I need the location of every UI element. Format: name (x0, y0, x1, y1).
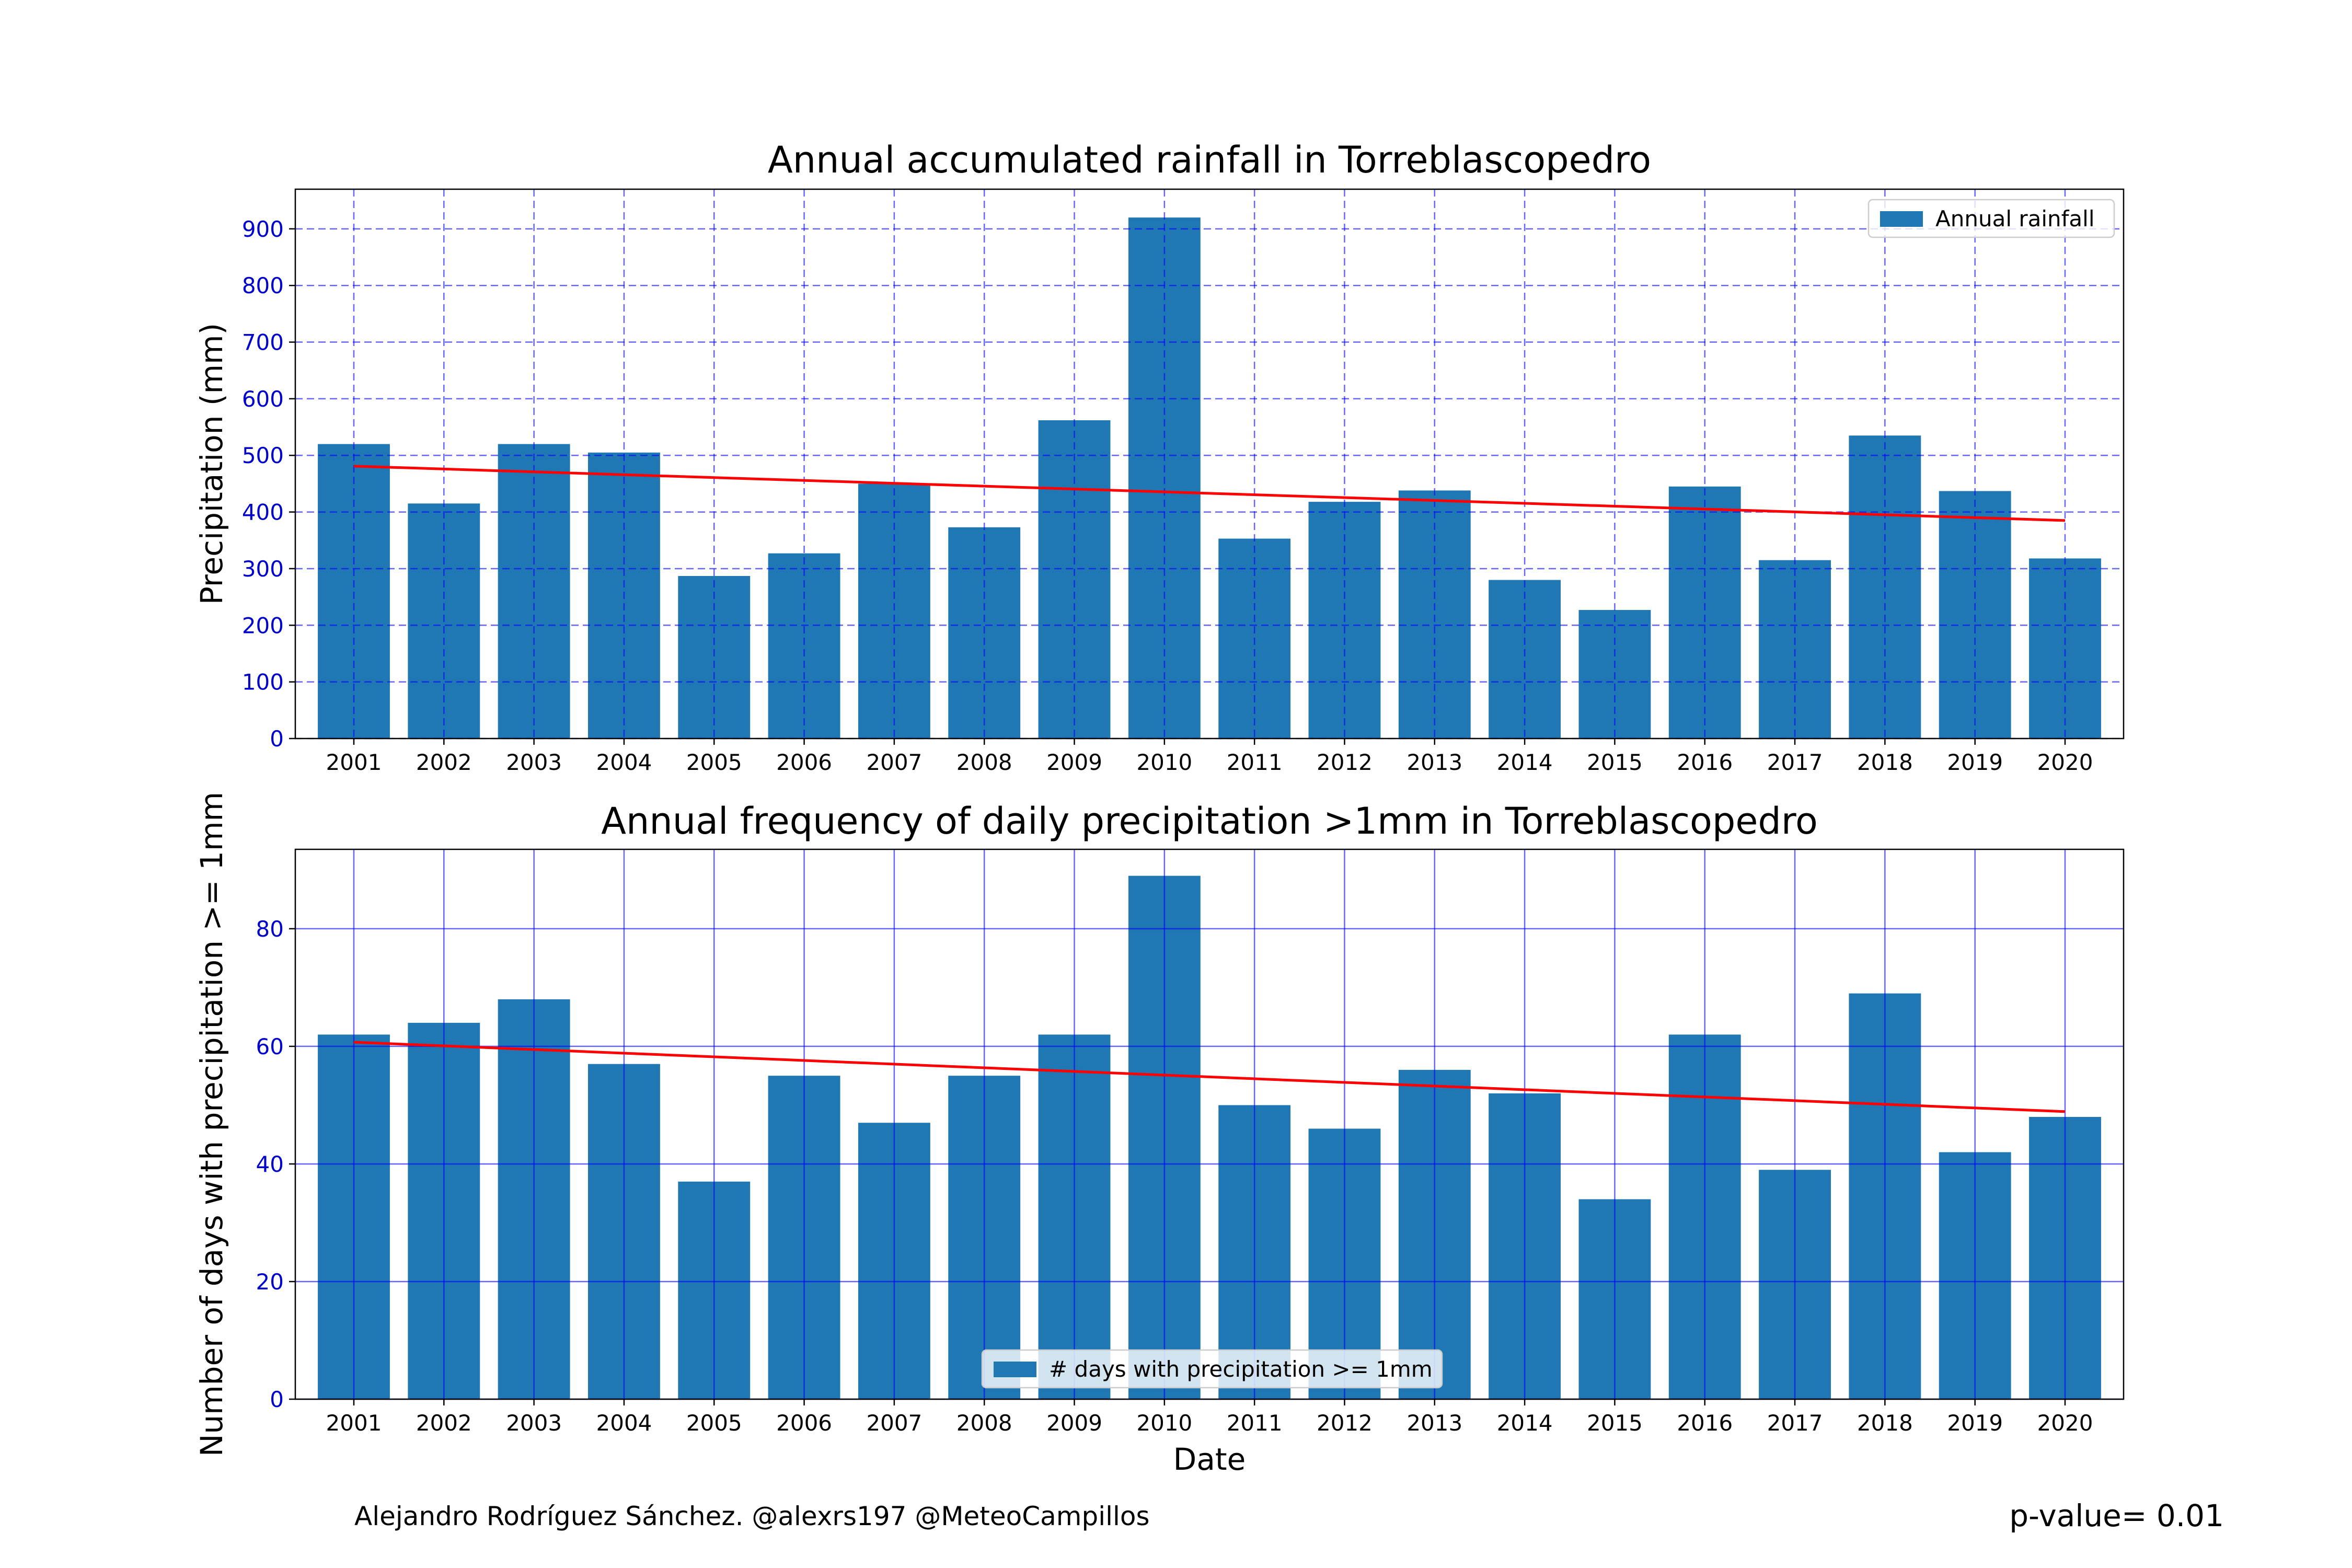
chart-title: Annual frequency of daily precipitation … (601, 800, 1818, 843)
y-tick-label: 600 (242, 386, 284, 412)
x-tick-label: 2001 (326, 1410, 382, 1436)
bar-2005 (678, 576, 751, 739)
x-tick-label: 2002 (416, 1410, 472, 1436)
legend-box (1867, 199, 2115, 238)
x-tick-label: 2016 (1677, 750, 1733, 775)
x-tick-label: 2015 (1587, 750, 1643, 775)
x-tick-label: 2009 (1046, 750, 1102, 775)
trend-line (353, 1041, 2066, 1113)
legend-swatch (994, 1362, 1036, 1377)
y-tick-label: 400 (242, 500, 284, 525)
x-tick-label: 2017 (1767, 750, 1823, 775)
chart-title: Annual accumulated rainfall in Torreblas… (768, 139, 1651, 181)
y-tick-label: 300 (242, 556, 284, 582)
x-tick-label: 2005 (686, 750, 742, 775)
x-tick-label: 2011 (1227, 1410, 1283, 1436)
plot-frame (294, 848, 2125, 1400)
y-tick-label: 80 (256, 916, 284, 942)
y-axis-label: Precipitation (mm) (194, 323, 229, 605)
x-tick-label: 2013 (1406, 750, 1462, 775)
x-tick-label: 2013 (1406, 1410, 1462, 1436)
x-tick-label: 2003 (506, 1410, 562, 1436)
x-tick-label: 2004 (596, 750, 652, 775)
y-tick-label: 700 (242, 330, 284, 355)
trend-line (353, 465, 2066, 522)
credit-footer: Alejandro Rodríguez Sánchez. @alexrs197 … (354, 1501, 1150, 1531)
x-tick-label: 2008 (956, 750, 1012, 775)
frequency-chart: 2001 2002 2003 2004 2005 2006 2007 2008 2009 2010… (194, 792, 2125, 1477)
x-tick-label: 2006 (776, 750, 832, 775)
y-tick-label: 40 (256, 1151, 284, 1177)
x-tick-label: 2014 (1497, 1410, 1553, 1436)
y-tick-label: 200 (242, 613, 284, 638)
y-tick-label: 800 (242, 273, 284, 298)
x-tick-label: 2012 (1317, 750, 1373, 775)
x-tick-label: 2019 (1947, 1410, 2003, 1436)
y-tick-label: 60 (256, 1034, 284, 1059)
x-tick-label: 2010 (1136, 1410, 1192, 1436)
y-tick-label: 500 (242, 443, 284, 468)
x-tick-label: 2007 (866, 750, 922, 775)
x-tick-label: 2020 (2037, 750, 2093, 775)
p-value-text: p-value= 0.01 (2009, 1498, 2224, 1534)
y-tick-label: 20 (256, 1269, 284, 1295)
x-tick-label: 2010 (1136, 750, 1192, 775)
legend-swatch (1880, 211, 1923, 227)
x-tick-label: 2020 (2037, 1410, 2093, 1436)
y-tick-label: 900 (242, 216, 284, 242)
x-tick-label: 2018 (1857, 1410, 1913, 1436)
y-axis-label: Number of days with precipitation >= 1mm (194, 792, 229, 1457)
x-tick-label: 2005 (686, 1410, 742, 1436)
plot-frame (294, 188, 2125, 740)
x-tick-label: 2019 (1947, 750, 2003, 775)
x-tick-label: 2002 (416, 750, 472, 775)
x-tick-label: 2004 (596, 1410, 652, 1436)
y-tick-label: 0 (270, 726, 284, 752)
x-tick-label: 2001 (326, 750, 382, 775)
x-tick-label: 2006 (776, 1410, 832, 1436)
x-tick-label: 2016 (1677, 1410, 1733, 1436)
x-axis-label: Date (1173, 1442, 1246, 1477)
x-tick-label: 2014 (1497, 750, 1553, 775)
legend-box (981, 1349, 1443, 1389)
x-tick-label: 2007 (866, 1410, 922, 1436)
x-tick-label: 2009 (1046, 1410, 1102, 1436)
rainfall-chart: 2001 2002 2003 2004 2005 2006 2007 2008 2009 2010… (194, 139, 2125, 775)
x-tick-label: 2008 (956, 1410, 1012, 1436)
x-tick-label: 2017 (1767, 1410, 1823, 1436)
x-tick-label: 2018 (1857, 750, 1913, 775)
y-tick-label: 100 (242, 670, 284, 695)
x-tick-label: 2003 (506, 750, 562, 775)
legend-label: Annual rainfall (1935, 206, 2095, 232)
y-tick-label: 0 (270, 1387, 284, 1412)
x-tick-label: 2011 (1227, 750, 1283, 775)
x-tick-label: 2015 (1587, 1410, 1643, 1436)
legend-label: # days with precipitation >= 1mm (1049, 1356, 1433, 1382)
x-tick-label: 2012 (1317, 1410, 1373, 1436)
